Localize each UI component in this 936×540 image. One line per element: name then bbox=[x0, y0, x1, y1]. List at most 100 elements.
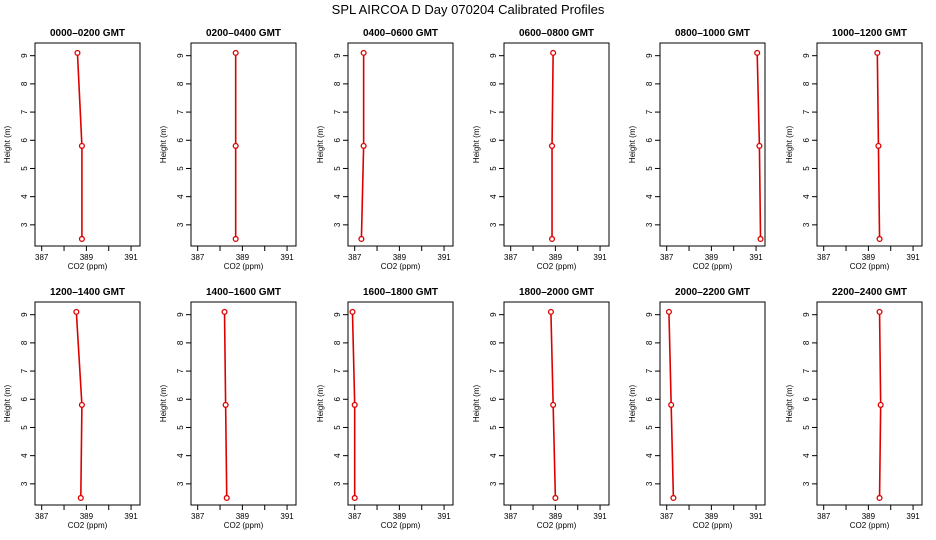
y-tick-label: 7 bbox=[176, 368, 185, 373]
panel-9: 1600–1800 GMT 387 389 391 CO2 (ppm) 3 4 5 6 7 8 9 He… bbox=[316, 287, 454, 530]
y-tick-label: 5 bbox=[333, 425, 342, 430]
figure-title: SPL AIRCOA D Day 070204 Calibrated Profi… bbox=[331, 2, 605, 17]
y-tick-label: 5 bbox=[802, 425, 811, 430]
y-tick-label: 7 bbox=[176, 109, 185, 114]
plot-frame bbox=[190, 42, 297, 247]
plot-frame bbox=[659, 301, 766, 506]
profile-point bbox=[756, 142, 763, 149]
x-axis-label: CO2 (ppm) bbox=[693, 262, 733, 271]
y-tick-label: 9 bbox=[802, 53, 811, 58]
y-tick-label: 3 bbox=[645, 481, 654, 486]
y-tick-label: 8 bbox=[20, 81, 29, 86]
profile-point bbox=[351, 494, 358, 502]
plot-frame bbox=[347, 42, 454, 247]
profile-point bbox=[78, 235, 85, 243]
y-axis-label: Height (m) bbox=[472, 125, 481, 163]
y-axis-label: Height (m) bbox=[316, 384, 325, 422]
x-tick-label: 389 bbox=[549, 253, 563, 262]
y-axis-label: Height (m) bbox=[628, 384, 637, 422]
plot-frame bbox=[190, 301, 297, 506]
x-tick-label: 389 bbox=[80, 253, 94, 262]
panel-1: 0000–0200 GMT 387 389 391 CO2 (ppm) 3 4 5 6 7 8 9 He… bbox=[3, 28, 141, 271]
x-tick-label: 391 bbox=[906, 512, 920, 521]
y-tick-label: 7 bbox=[489, 368, 498, 373]
panel-6: 1000–1200 GMT 387 389 391 CO2 (ppm) 3 4 5 6 7 8 9 He… bbox=[785, 28, 923, 271]
y-tick-label: 9 bbox=[333, 312, 342, 317]
profile-point bbox=[754, 49, 761, 56]
profile-point bbox=[232, 49, 239, 56]
profile-point bbox=[665, 308, 672, 315]
y-axis-label: Height (m) bbox=[159, 384, 168, 422]
x-tick-label: 391 bbox=[593, 512, 607, 521]
y-tick-label: 4 bbox=[333, 453, 342, 458]
profile-point bbox=[550, 401, 557, 408]
profile-point bbox=[232, 235, 239, 243]
x-tick-label: 387 bbox=[191, 512, 205, 521]
y-tick-label: 8 bbox=[489, 340, 498, 345]
y-tick-label: 3 bbox=[802, 481, 811, 486]
y-axis-label: Height (m) bbox=[316, 125, 325, 163]
y-tick-label: 8 bbox=[802, 340, 811, 345]
x-tick-label: 389 bbox=[862, 512, 876, 521]
x-tick-label: 389 bbox=[862, 253, 876, 262]
profile-point bbox=[222, 401, 229, 408]
y-tick-label: 3 bbox=[20, 481, 29, 486]
y-tick-label: 8 bbox=[489, 81, 498, 86]
panel-7: 1200–1400 GMT 387 389 391 CO2 (ppm) 3 4 5 6 7 8 9 He… bbox=[3, 287, 141, 530]
plot-frame bbox=[503, 42, 610, 247]
panel-2: 0200–0400 GMT 387 389 391 CO2 (ppm) 3 4 5 6 7 8 9 He… bbox=[159, 28, 297, 271]
panel-11: 2000–2200 GMT 387 389 391 CO2 (ppm) 3 4 5 6 7 8 9 He… bbox=[628, 287, 766, 530]
profile-point bbox=[349, 308, 356, 315]
panel-title: 2200–2400 GMT bbox=[832, 287, 907, 298]
profile-point bbox=[668, 401, 675, 408]
y-tick-label: 6 bbox=[489, 396, 498, 401]
y-tick-label: 8 bbox=[20, 340, 29, 345]
panel-title: 0000–0200 GMT bbox=[50, 28, 125, 39]
x-tick-label: 389 bbox=[705, 253, 719, 262]
y-axis-label: Height (m) bbox=[785, 125, 794, 163]
y-tick-label: 3 bbox=[333, 222, 342, 227]
x-tick-label: 387 bbox=[348, 512, 362, 521]
x-tick-label: 391 bbox=[124, 512, 138, 521]
y-tick-label: 4 bbox=[20, 453, 29, 458]
panel-title: 1000–1200 GMT bbox=[832, 28, 907, 39]
y-tick-label: 7 bbox=[802, 368, 811, 373]
y-tick-label: 6 bbox=[176, 396, 185, 401]
panel-title: 1800–2000 GMT bbox=[519, 287, 594, 298]
x-axis-label: CO2 (ppm) bbox=[68, 262, 108, 271]
y-tick-label: 6 bbox=[802, 137, 811, 142]
y-tick-label: 3 bbox=[645, 222, 654, 227]
y-tick-label: 6 bbox=[645, 137, 654, 142]
y-tick-label: 6 bbox=[489, 137, 498, 142]
x-tick-label: 391 bbox=[749, 253, 763, 262]
y-tick-label: 9 bbox=[802, 312, 811, 317]
x-tick-label: 387 bbox=[191, 253, 205, 262]
x-tick-label: 389 bbox=[549, 512, 563, 521]
y-tick-label: 3 bbox=[333, 481, 342, 486]
y-tick-label: 7 bbox=[20, 109, 29, 114]
y-tick-label: 5 bbox=[489, 166, 498, 171]
x-tick-label: 391 bbox=[749, 512, 763, 521]
plot-frame bbox=[659, 42, 766, 247]
profile-point bbox=[670, 494, 677, 502]
y-axis-label: Height (m) bbox=[3, 384, 12, 422]
y-tick-label: 7 bbox=[645, 109, 654, 114]
y-tick-label: 5 bbox=[802, 166, 811, 171]
y-tick-label: 8 bbox=[802, 81, 811, 86]
y-tick-label: 8 bbox=[645, 340, 654, 345]
x-axis-label: CO2 (ppm) bbox=[537, 262, 577, 271]
y-tick-label: 3 bbox=[489, 481, 498, 486]
plot-frame bbox=[34, 42, 141, 247]
x-axis-label: CO2 (ppm) bbox=[537, 521, 577, 530]
x-tick-label: 389 bbox=[236, 253, 250, 262]
profile-point bbox=[547, 308, 554, 315]
y-tick-label: 5 bbox=[333, 166, 342, 171]
y-tick-label: 3 bbox=[176, 481, 185, 486]
panel-title: 0600–0800 GMT bbox=[519, 28, 594, 39]
x-tick-label: 389 bbox=[705, 512, 719, 521]
y-tick-label: 9 bbox=[645, 53, 654, 58]
profile-point bbox=[757, 235, 764, 243]
x-tick-label: 389 bbox=[236, 512, 250, 521]
x-tick-label: 391 bbox=[437, 512, 451, 521]
